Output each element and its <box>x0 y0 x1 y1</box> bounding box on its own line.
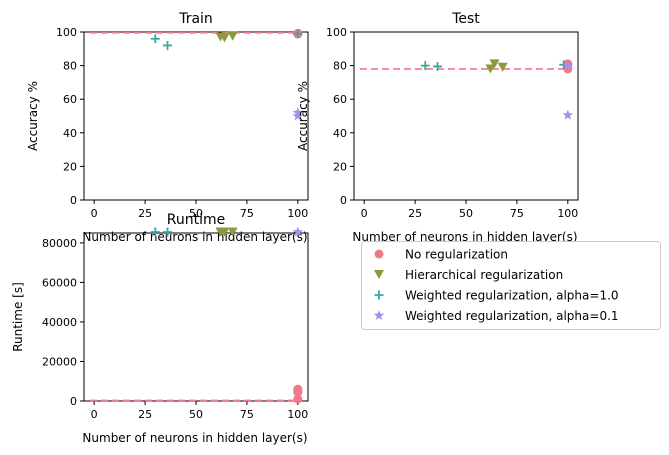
chart-title: Runtime <box>167 212 225 228</box>
series-2 <box>150 227 172 237</box>
y-axis-label: Accuracy % <box>26 81 40 151</box>
x-tick-label: 25 <box>138 408 152 421</box>
axes-frame <box>353 31 579 201</box>
y-tick-label: 80 <box>333 60 347 73</box>
legend-entry: Hierarchical regularization <box>405 268 563 282</box>
y-axis-label: Accuracy % <box>296 81 310 151</box>
data-point <box>292 226 304 237</box>
y-tick-label: 0 <box>340 194 347 207</box>
series-3 <box>292 226 304 237</box>
data-point <box>292 110 304 121</box>
panel-train: 0 25 50 75 100 0 20 40 60 80 100 Train Number of neu… <box>26 11 309 244</box>
data-point <box>162 40 172 50</box>
data-point <box>219 33 230 43</box>
series-3 <box>292 107 304 121</box>
data-point <box>293 387 303 397</box>
x-tick-label: 50 <box>189 408 203 421</box>
series-1 <box>215 227 238 237</box>
data-point <box>562 109 574 120</box>
x-axis-label: Number of neurons in hidden layer(s) <box>352 230 577 244</box>
x-tick-label: 75 <box>510 207 524 220</box>
y-tick-label: 60 <box>333 93 347 106</box>
x-tick-label: 0 <box>91 408 98 421</box>
legend-marker <box>374 270 384 279</box>
data-point <box>219 227 230 237</box>
y-tick-label: 40000 <box>42 316 77 329</box>
y-tick-label: 100 <box>326 26 347 39</box>
series-1 <box>215 31 238 43</box>
series-1 <box>485 59 508 74</box>
x-tick-label: 50 <box>459 207 473 220</box>
series-3 <box>562 60 574 120</box>
x-tick-label: 100 <box>557 207 578 220</box>
x-tick-label: 75 <box>240 408 254 421</box>
y-axis-label: Runtime [s] <box>11 282 25 352</box>
x-tick-label: 75 <box>240 207 254 220</box>
legend: No regularization Hierarchical regulariza… <box>361 241 661 330</box>
y-tick-label: 0 <box>70 194 77 207</box>
data-point <box>489 59 500 69</box>
x-tick-label: 25 <box>138 207 152 220</box>
data-point <box>432 61 442 71</box>
y-tick-label: 60 <box>63 93 77 106</box>
y-tick-label: 20000 <box>42 355 77 368</box>
legend-marker <box>373 310 385 320</box>
x-tick-label: 50 <box>189 207 203 220</box>
y-tick-label: 80 <box>63 60 77 73</box>
legend-marker <box>374 290 384 300</box>
legend-entry: No regularization <box>405 248 508 262</box>
legend-entry: Weighted regularization, alpha=1.0 <box>405 289 619 303</box>
data-point <box>293 29 303 39</box>
y-tick-label: 20 <box>333 160 347 173</box>
data-point <box>293 394 303 404</box>
series-2 <box>150 29 303 50</box>
y-tick-label: 20 <box>63 160 77 173</box>
legend-marker <box>374 249 384 259</box>
y-tick-label: 60000 <box>42 276 77 289</box>
data-point <box>562 60 574 71</box>
data-point <box>227 31 238 41</box>
x-tick-label: 25 <box>408 207 422 220</box>
data-point <box>227 227 238 237</box>
data-point <box>150 34 160 44</box>
x-tick-label: 0 <box>361 207 368 220</box>
data-point <box>485 64 496 74</box>
x-tick-label: 100 <box>287 207 308 220</box>
panel-test: 0 25 50 75 100 0 20 40 60 80 100 Test Number of neur… <box>296 11 579 244</box>
axes-frame <box>83 232 309 402</box>
axes-frame <box>83 31 309 201</box>
series-0 <box>293 384 303 404</box>
x-tick-label: 0 <box>91 207 98 220</box>
x-axis-label: Number of neurons in hidden layer(s) <box>82 431 307 445</box>
data-point <box>420 61 430 71</box>
y-tick-label: 40 <box>63 127 77 140</box>
legend-entry: Weighted regularization, alpha=0.1 <box>405 309 619 323</box>
data-point <box>162 227 172 237</box>
data-point <box>497 62 508 72</box>
x-tick-label: 100 <box>287 408 308 421</box>
y-tick-label: 80000 <box>42 237 77 250</box>
panel-runtime: 0 25 50 75 100 0 20000 40000 60000 80000 Runtime Nu… <box>11 212 309 445</box>
y-tick-label: 0 <box>70 395 77 408</box>
y-tick-label: 40 <box>333 127 347 140</box>
y-tick-label: 100 <box>56 26 77 39</box>
legend-frame <box>361 241 661 330</box>
chart-title: Train <box>178 11 213 27</box>
x-axis-label: Number of neurons in hidden layer(s) <box>82 230 307 244</box>
chart-title: Test <box>451 11 480 27</box>
data-point <box>150 227 160 237</box>
